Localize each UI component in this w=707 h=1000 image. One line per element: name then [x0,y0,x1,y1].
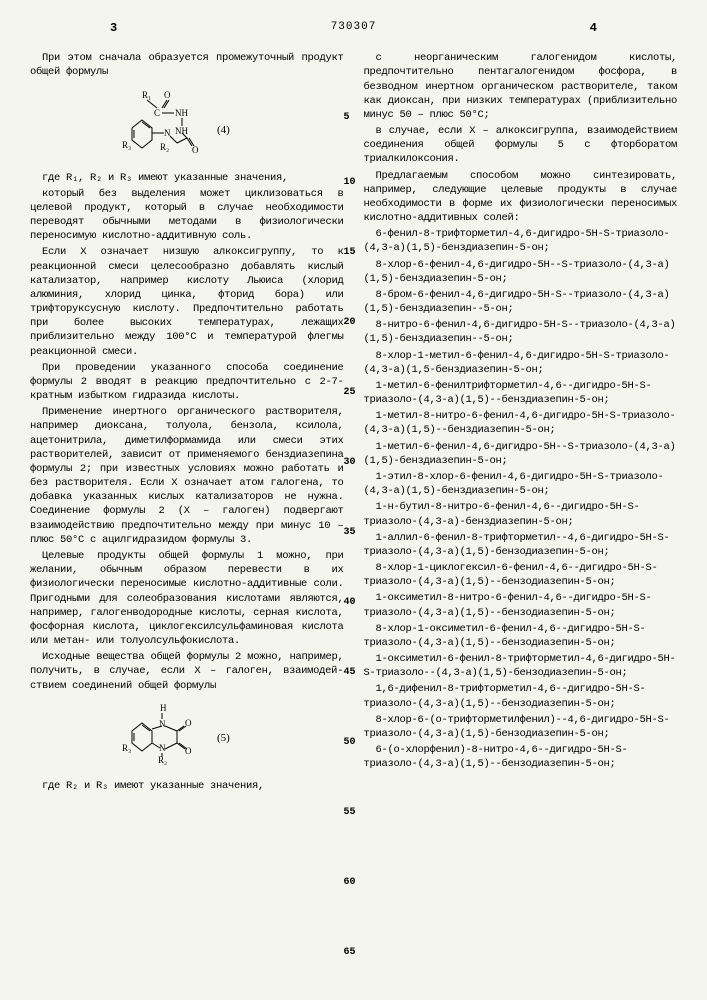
right-column: с неорганическим галогенидом кис­лоты, п… [364,51,678,795]
line-number: 65 [344,946,356,960]
line-number: 15 [344,246,356,260]
svg-text:NH: NH [175,108,188,118]
line-number: 10 [344,176,356,190]
chemical-formula-1: R₁ O C NH NH R₃ N O R₂ (4) [30,88,344,163]
line-number: 50 [344,736,356,750]
document-number: 730307 [331,20,377,36]
compound-item: 8-хлор-1-циклогексил-6-фенил-4,6--дигидр… [364,561,678,589]
compound-item: 1-метил-6-фенил-4,6-дигидро-5H--S-триазо… [364,440,678,468]
structure-diagram-icon: H N R₃ O N O R₂ (5) [122,701,252,771]
chemical-formula-2: H N R₃ O N O R₂ (5) [30,701,344,771]
compound-item: 8-нитро-6-фенил-4,6-дигидро-5H-S--триазо… [364,318,678,346]
svg-text:O: O [185,718,192,728]
line-number: 5 [344,111,350,125]
svg-text:NH: NH [175,126,188,136]
paragraph: Применение инертного органичес­кого раст… [30,405,344,547]
svg-text:O: O [192,145,199,155]
line-number: 20 [344,316,356,330]
paragraph: Предлагаемым способом можно син­тезирова… [364,169,678,226]
compound-item: 1-метил-8-нитро-6-фенил-4,6-ди­гидро-5H-… [364,409,678,437]
paragraph: в случае, если X – алкоксигруппа, взаимо… [364,124,678,167]
line-number: 55 [344,806,356,820]
svg-text:N: N [159,743,166,753]
paragraph: При проведении указанного спосо­ба соеди… [30,361,344,404]
svg-text:H: H [160,703,167,713]
paragraph: Исходные вещества общей формулы 2 можно,… [30,650,344,693]
paragraph: Если X означает низшую алкокси­группу, т… [30,245,344,358]
svg-text:R₂: R₂ [160,142,169,152]
line-number: 40 [344,596,356,610]
page-number-left: 3 [110,20,117,36]
svg-text:R₃: R₃ [122,743,131,753]
compound-item: 8-хлор-6-фенил-4,6-дигидро-5H--S-триазол… [364,258,678,286]
compound-item: 8-хлор-6-(о-трифторметилфенил)--4,6-диги… [364,713,678,741]
compound-item: 6-фенил-8-трифторметил-4,6-дигид­ро-5H-S… [364,227,678,255]
compound-item: 8-хлор-1-оксиметил-6-фенил-4,6--дигидро-… [364,622,678,650]
compound-item: 1-н-бутил-8-нитро-6-фенил-4,6--дигидро-5… [364,500,678,528]
compound-item: 8-бром-6-фенил-4,6-дигидро-5H-S--триазол… [364,288,678,316]
svg-text:O: O [164,90,171,100]
paragraph: где R₁, R₂ и R₃ имеют указанные значения… [30,171,344,185]
line-number: 60 [344,876,356,890]
paragraph: Целевые продукты общей формулы 1 можно, … [30,549,344,648]
compound-item: 1-оксиметил-6-фенил-8-трифтор­метил-4,6-… [364,652,678,680]
two-column-layout: При этом сначала образуется про­межуточн… [30,51,677,795]
line-number: 35 [344,526,356,540]
svg-text:(4): (4) [217,124,230,136]
compound-item: 1-оксиметил-8-нитро-6-фенил-4,6--дигидро… [364,591,678,619]
structure-diagram-icon: R₁ O C NH NH R₃ N O R₂ (4) [122,88,252,163]
svg-text:O: O [185,746,192,756]
paragraph: который без выделения может цикли­зовать… [30,187,344,244]
compound-item: 1,6-дифенил-8-трифторметил-4,6--дигидро-… [364,682,678,710]
line-number: 25 [344,386,356,400]
compound-item: 1-аллил-6-фенил-8-трифторметил--4,6-диги… [364,531,678,559]
left-column: При этом сначала образуется про­межуточн… [30,51,344,795]
paragraph: При этом сначала образуется про­межуточн… [30,51,344,79]
page-header: 3 730307 4 [30,20,677,36]
compound-item: 1-этил-8-хлор-6-фенил-4,6-дигид­ро-5H-S-… [364,470,678,498]
page-number-right: 4 [590,20,597,36]
line-number: 45 [344,666,356,680]
compound-item: 8-хлор-1-метил-6-фенил-4,6-дигид­ро-5H-S… [364,349,678,377]
compound-item: 1-метил-6-фенилтрифторметил-4,6--дигидро… [364,379,678,407]
svg-text:R₁: R₁ [142,90,151,100]
content-wrapper: 5 10 15 20 25 30 35 40 45 50 55 60 65 Пр… [30,51,677,795]
svg-text:N: N [159,719,166,729]
svg-text:C: C [154,108,160,118]
line-number: 30 [344,456,356,470]
svg-text:R₂: R₂ [158,755,167,765]
svg-text:R₃: R₃ [122,140,131,150]
svg-text:(5): (5) [217,732,230,744]
paragraph: где R₂ и R₃ имеют указанные значе­ния, [30,779,344,793]
compound-item: 6-(о-хлорфенил)-8-нитро-4,6--дигидро-5H-… [364,743,678,771]
paragraph: с неорганическим галогенидом кис­лоты, п… [364,51,678,122]
